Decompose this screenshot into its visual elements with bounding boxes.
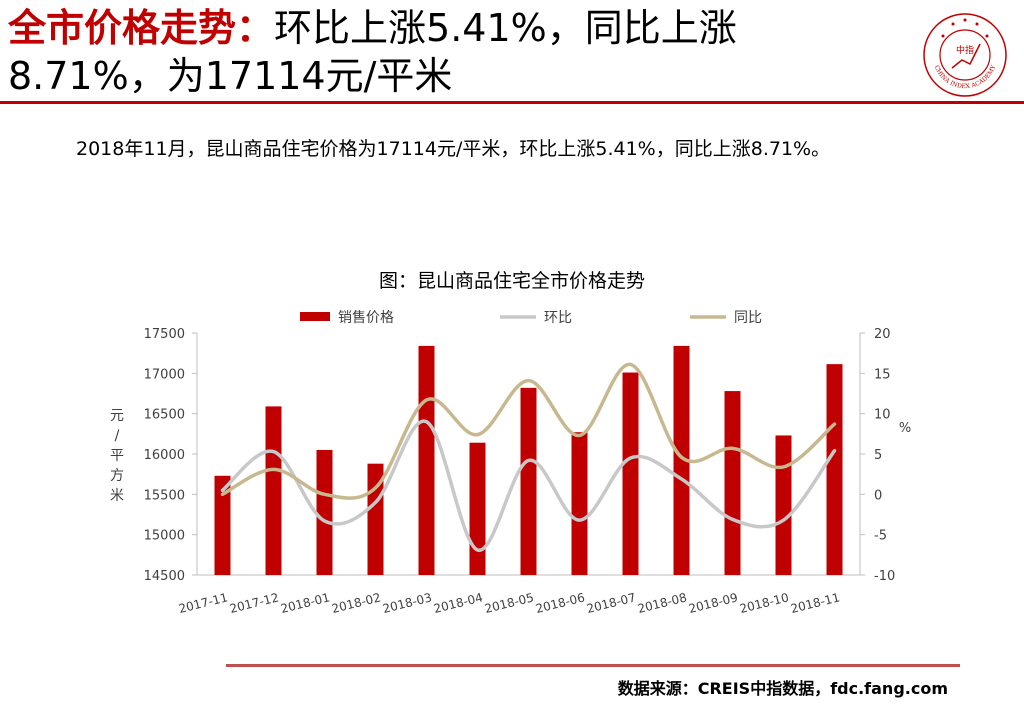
right-axis-tick-label: -10 bbox=[874, 569, 895, 584]
x-axis-tick-label: 2018-10 bbox=[738, 590, 790, 616]
legend-label: 环比 bbox=[544, 310, 572, 326]
chart-title: 图：昆山商品住宅全市价格走势 bbox=[378, 270, 645, 292]
right-axis-tick-label: -5 bbox=[874, 529, 887, 544]
price-bar bbox=[316, 449, 333, 575]
data-source: 数据来源：CREIS中指数据，fdc.fang.com bbox=[617, 679, 948, 698]
right-axis-tick-label: 10 bbox=[874, 408, 891, 423]
left-axis-label-char: 方 bbox=[110, 468, 124, 484]
x-axis-tick-label: 2018-11 bbox=[789, 590, 841, 616]
price-trend-chart: 销售价格 环比 同比 1450015000155001600016500170001… bbox=[110, 310, 911, 616]
line-series bbox=[220, 362, 837, 552]
footer-divider bbox=[226, 664, 960, 667]
legend-label: 销售价格 bbox=[338, 310, 394, 326]
price-bar bbox=[214, 475, 231, 575]
price-bar bbox=[571, 432, 588, 575]
china-index-academy-logo: CHINA INDEX ACADEMY 中指 bbox=[923, 13, 1007, 97]
left-axis-tick-label: 17000 bbox=[144, 367, 185, 382]
x-axis-tick-label: 2018-05 bbox=[483, 590, 535, 616]
left-axis-tick-label: 16500 bbox=[144, 408, 185, 423]
price-bar bbox=[724, 391, 741, 575]
x-axis-ticks: 2017-112017-122018-012018-022018-032018-… bbox=[177, 590, 841, 616]
left-axis-tick-label: 14500 bbox=[144, 569, 185, 584]
mom-line bbox=[220, 419, 837, 552]
chart-legend: 销售价格 环比 同比 bbox=[300, 310, 762, 326]
left-axis-tick-label: 16000 bbox=[144, 448, 185, 463]
price-bar bbox=[826, 364, 843, 575]
page-title: 全市价格走势：环比上涨5.41%，同比上涨8.71%，为17114元/平米 bbox=[8, 4, 888, 100]
right-axis-label: % bbox=[899, 421, 911, 436]
logo-center-text: 中指 bbox=[956, 44, 974, 56]
price-bar bbox=[775, 435, 792, 575]
left-axis-label-char: / bbox=[115, 428, 120, 444]
legend-label: 同比 bbox=[734, 310, 762, 326]
left-axis-tick-label: 17500 bbox=[144, 327, 185, 342]
x-axis-tick-label: 2018-07 bbox=[585, 590, 637, 616]
right-axis-tick-label: 5 bbox=[874, 448, 882, 463]
left-axis-tick-label: 15000 bbox=[144, 529, 185, 544]
summary-text: 2018年11月，昆山商品住宅价格为17114元/平米，环比上涨5.41%，同比… bbox=[76, 138, 831, 160]
title-divider bbox=[0, 101, 1024, 104]
right-axis-tick-label: 15 bbox=[874, 367, 891, 382]
left-axis-label-char: 米 bbox=[110, 488, 124, 504]
price-bar bbox=[469, 442, 486, 575]
x-axis-tick-label: 2018-09 bbox=[687, 590, 739, 616]
x-axis-tick-label: 2018-01 bbox=[279, 590, 331, 616]
logo-ring-text: CHINA INDEX ACADEMY bbox=[933, 63, 998, 90]
page-title-heading: 全市价格走势： bbox=[8, 6, 275, 50]
x-axis-tick-label: 2018-06 bbox=[534, 590, 586, 616]
svg-text:CHINA INDEX ACADEMY: CHINA INDEX ACADEMY bbox=[933, 63, 998, 90]
price-bar bbox=[520, 387, 537, 575]
x-axis-tick-label: 2017-12 bbox=[228, 590, 280, 616]
x-axis-tick-label: 2018-03 bbox=[381, 590, 433, 616]
right-axis-tick-label: 20 bbox=[874, 327, 891, 342]
yoy-line bbox=[220, 362, 837, 500]
left-axis-tick-label: 15500 bbox=[144, 488, 185, 503]
price-bar bbox=[265, 406, 282, 575]
page-title-text: 环比上涨5.41%，同比上涨8.71%，为17114元/平米 bbox=[8, 6, 737, 98]
x-axis-tick-label: 2018-08 bbox=[636, 590, 688, 616]
price-bar bbox=[418, 345, 435, 575]
price-bar bbox=[673, 345, 690, 575]
chart-axes: 14500 15000 15500 16000 16500 17000 17500 -10 -5… bbox=[110, 327, 911, 584]
left-axis-label-char: 元 bbox=[110, 408, 124, 424]
x-axis-tick-label: 2017-11 bbox=[177, 590, 229, 616]
price-bar bbox=[622, 372, 639, 575]
legend-swatch-bar bbox=[300, 312, 330, 321]
x-axis-tick-label: 2018-04 bbox=[432, 590, 484, 616]
right-axis-tick-label: 0 bbox=[874, 488, 882, 503]
left-axis-label-char: 平 bbox=[110, 448, 124, 464]
x-axis-tick-label: 2018-02 bbox=[330, 590, 382, 616]
